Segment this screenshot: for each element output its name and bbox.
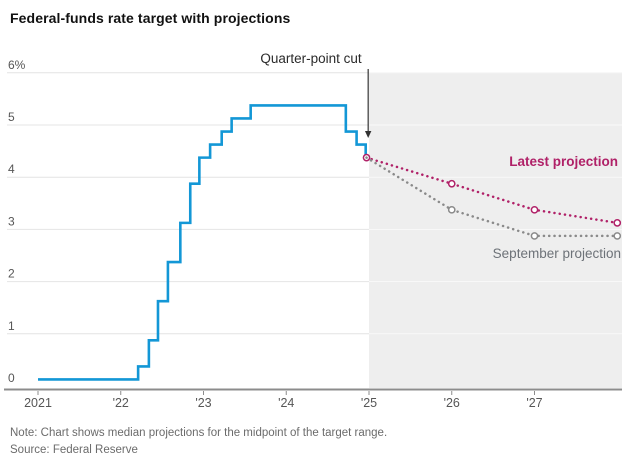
y-tick-label: 3 <box>8 214 15 228</box>
x-tick-label: '23 <box>195 396 211 410</box>
latest-projection-line <box>365 156 619 225</box>
y-tick-label: 1 <box>8 319 15 333</box>
projection-shaded-region <box>369 72 622 389</box>
x-tick-label: '24 <box>278 396 294 410</box>
chart-title: Federal-funds rate target with projectio… <box>10 10 291 26</box>
annotation-quarter-point-cut: Quarter-point cut <box>260 51 362 66</box>
projection-point-marker <box>530 205 539 214</box>
x-tick-label: '22 <box>113 396 129 410</box>
y-tick-label: 5 <box>8 110 15 124</box>
x-tick-label: 2021 <box>24 396 52 410</box>
y-tick-label: 4 <box>8 162 15 176</box>
chart-note: Note: Chart shows median projections for… <box>10 427 388 439</box>
projection-point-marker <box>530 232 539 240</box>
legend-latest-projection: Latest projection <box>509 154 618 169</box>
rate-step-line <box>38 104 367 381</box>
annotation-arrowhead <box>364 131 372 138</box>
september-projection-line <box>365 156 619 238</box>
legend-september-projection: September projection <box>492 246 621 261</box>
x-tick-label: '27 <box>526 396 542 410</box>
projection-point-marker <box>447 179 456 188</box>
x-tick-label: '25 <box>361 396 377 410</box>
x-tick-label: '26 <box>444 396 460 410</box>
chart-source: Source: Federal Reserve <box>10 444 138 456</box>
projection-point-marker <box>447 205 456 214</box>
y-tick-label: 0 <box>8 371 15 385</box>
y-tick-label: 6% <box>8 58 26 72</box>
y-tick-label: 2 <box>8 267 15 281</box>
projection-point-marker <box>613 232 622 240</box>
projection-point-marker <box>613 219 622 227</box>
